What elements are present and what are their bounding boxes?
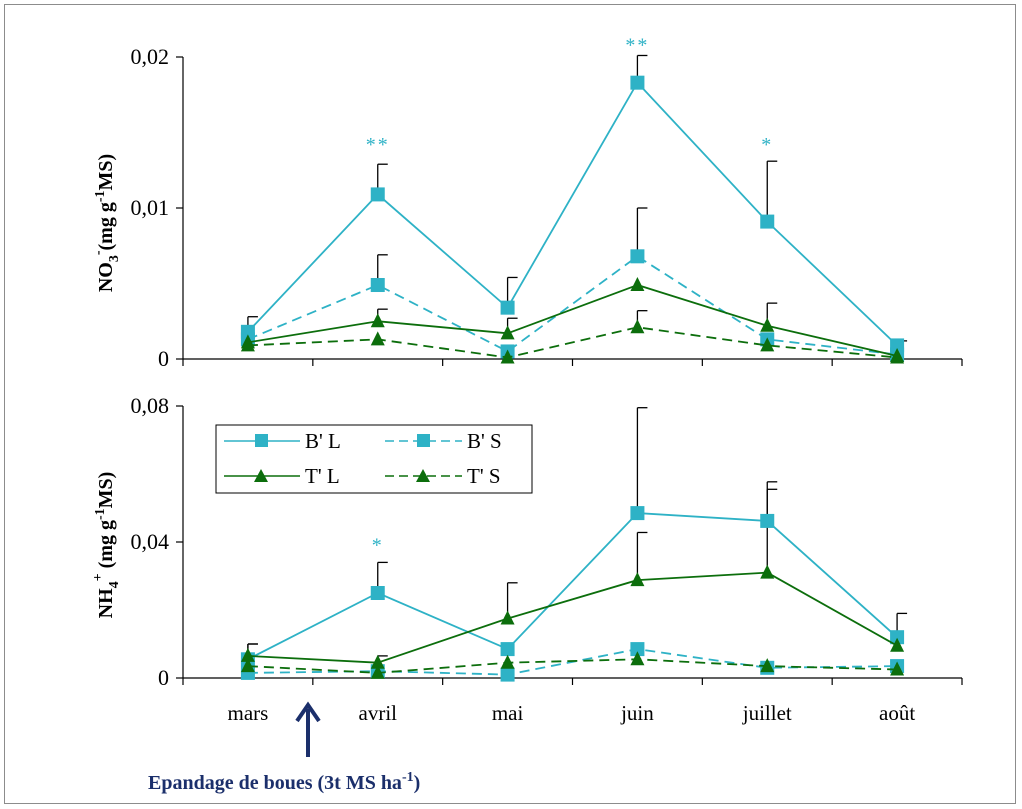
bottom-point-bs (630, 642, 645, 657)
top-series-line-tl (247, 284, 898, 357)
x-category-label: juillet (742, 701, 792, 725)
top-point-tl (500, 325, 515, 340)
bottom-y-tick-label: 0,08 (131, 393, 170, 418)
bottom-point-bl (890, 630, 905, 645)
top-y-tick-label: 0,01 (131, 195, 170, 220)
bottom-point-tl (370, 654, 385, 669)
bottom-series-line-bl (247, 512, 898, 661)
top-significance-mark: * (761, 134, 773, 156)
bottom-y-tick-label: 0,04 (131, 529, 170, 554)
top-series-line-bl (247, 81, 898, 347)
bottom-point-bs (500, 667, 515, 682)
x-category-label: mars (228, 701, 269, 725)
bottom-point-bl (760, 513, 775, 528)
bottom-point-ts (370, 664, 385, 679)
bottom-y-tick-label: 0 (158, 665, 169, 690)
legend-marker-triangle (416, 469, 430, 482)
top-y-axis-label: NO3-(mg g-1MS) (91, 154, 122, 292)
top-significance-mark: ** (625, 34, 649, 56)
bottom-point-ts (760, 658, 775, 673)
top-y-tick-label: 0,02 (131, 44, 170, 69)
top-point-bl (630, 75, 645, 90)
x-category-label: août (879, 701, 915, 725)
top-point-ts (630, 319, 645, 334)
legend: B' L B' S T' L T' S (215, 424, 533, 494)
bottom-y-axis-label: NH4+ (mg g-1MS) (91, 472, 122, 619)
top-series-line-ts (247, 326, 898, 359)
legend-item-t-s: T' S (385, 464, 501, 488)
legend-label: T' L (305, 464, 340, 488)
top-series-line-bs (247, 255, 898, 356)
top-point-ts (240, 337, 255, 352)
top-point-ts (500, 349, 515, 364)
bottom-point-tl (890, 637, 905, 652)
top-point-tl (630, 277, 645, 292)
bottom-point-ts (890, 661, 905, 676)
bottom-point-ts (500, 654, 515, 669)
bottom-point-bl (500, 642, 515, 657)
bottom-series-line-tl (247, 571, 898, 664)
x-category-label: mai (492, 701, 524, 725)
bottom-plot-nh4: 0,08 0,04 0 * mars avril mai juin juillet août (131, 393, 963, 725)
top-y-tick-label: 0 (158, 346, 169, 371)
bottom-point-tl (760, 564, 775, 579)
x-category-label: juin (620, 701, 654, 725)
top-point-ts (890, 349, 905, 364)
bottom-point-tl (240, 647, 255, 662)
figure-frame: 0,02 0,01 0 ** ** * 0,08 0,04 0 * mars avril mai jui… (4, 4, 1016, 804)
bottom-point-bl (630, 506, 645, 521)
top-point-tl (760, 317, 775, 332)
legend-marker-square (417, 434, 430, 447)
sludge-application-annotation: Epandage de boues (3t MS ha-1) (148, 770, 420, 794)
top-point-bl (500, 300, 515, 315)
legend-item-b-s: B' S (385, 429, 502, 453)
legend-item-b-l: B' L (224, 429, 341, 453)
top-point-ts (760, 337, 775, 352)
chart-canvas: 0,020,010***** 0,080,040*mars avril mai jui… (91, 34, 963, 794)
legend-label: B' S (467, 429, 502, 453)
legend-box (215, 424, 533, 494)
top-point-bs (630, 249, 645, 264)
bottom-significance-mark: * (372, 535, 384, 557)
top-point-ts (370, 331, 385, 346)
top-point-bl (370, 187, 385, 202)
bottom-point-ts (240, 658, 255, 673)
legend-marker-triangle (254, 469, 268, 482)
application-arrow (295, 701, 321, 757)
bottom-point-tl (500, 610, 515, 625)
legend-marker-square (255, 434, 268, 447)
bottom-series-line-ts (247, 658, 898, 674)
x-category-label: avril (359, 701, 398, 725)
bottom-point-ts (630, 651, 645, 666)
top-significance-mark: ** (366, 134, 390, 156)
top-point-bl (760, 214, 775, 229)
legend-label: B' L (305, 429, 341, 453)
bottom-point-tl (630, 572, 645, 587)
legend-label: T' S (467, 464, 501, 488)
legend-item-t-l: T' L (224, 464, 340, 488)
top-plot-no3: 0,020,010***** (131, 34, 963, 371)
top-point-tl (370, 313, 385, 328)
top-point-bs (370, 278, 385, 293)
bottom-point-bl (370, 586, 385, 600)
